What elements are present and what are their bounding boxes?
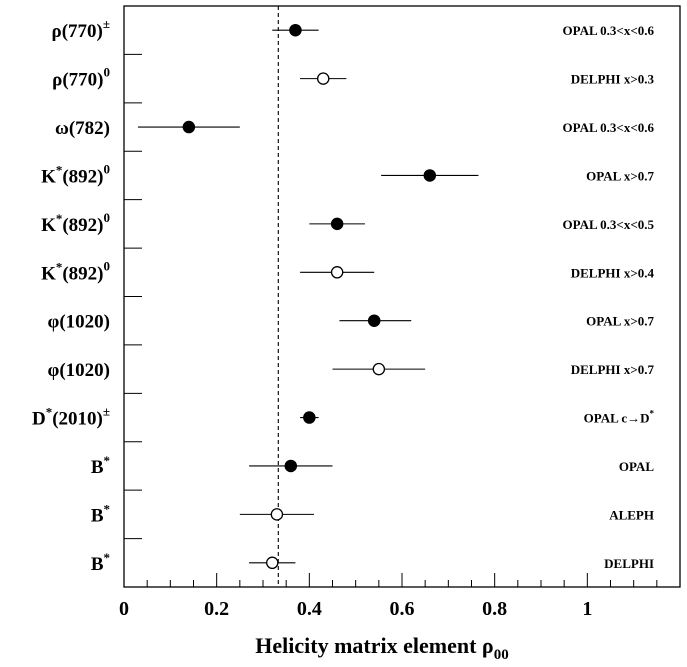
data-point-open bbox=[316, 72, 330, 85]
experiment-label: ALEPH bbox=[609, 507, 654, 522]
data-point-filled bbox=[367, 314, 381, 327]
data-point-open bbox=[266, 556, 279, 570]
data-point-filled bbox=[284, 459, 298, 473]
x-tick-label: 0.4 bbox=[297, 598, 322, 620]
particle-label: D*(2010)± bbox=[32, 404, 110, 430]
experiment-label: DELPHI x>0.4 bbox=[571, 265, 655, 280]
particle-label: K*(892)0 bbox=[41, 258, 110, 284]
experiment-label: DELPHI x>0.3 bbox=[571, 72, 655, 87]
experiment-label: OPAL 0.3<x<0.6 bbox=[563, 120, 655, 135]
data-point-filled bbox=[423, 169, 437, 182]
data-point-open bbox=[270, 508, 284, 521]
x-tick-label: 0.2 bbox=[204, 598, 229, 620]
data-point-open bbox=[372, 362, 386, 376]
particle-label: ρ(770)± bbox=[52, 16, 110, 42]
data-point-filled bbox=[289, 23, 302, 37]
experiment-label: OPAL 0.3<x<0.5 bbox=[563, 217, 655, 232]
data-point-filled bbox=[303, 411, 316, 424]
data-point-open bbox=[330, 266, 344, 279]
experiment-label: OPAL x>0.7 bbox=[586, 314, 654, 329]
x-tick-label: 0.6 bbox=[390, 598, 415, 620]
particle-label: φ(1020) bbox=[47, 360, 110, 381]
experiment-label: OPAL c→D* bbox=[584, 409, 655, 426]
x-tick-label: 0 bbox=[119, 598, 129, 620]
x-tick-label: 0.8 bbox=[482, 598, 507, 620]
experiment-label: DELPHI x>0.7 bbox=[571, 362, 655, 377]
particle-label: φ(1020) bbox=[47, 312, 110, 333]
x-axis-title: Helicity matrix element ρ00 bbox=[255, 633, 508, 662]
particle-label: B* bbox=[91, 501, 110, 526]
particle-label: K*(892)0 bbox=[41, 161, 110, 187]
experiment-label: OPAL x>0.7 bbox=[586, 168, 654, 183]
experiment-label: DELPHI bbox=[604, 556, 654, 571]
experiment-label: OPAL bbox=[619, 459, 654, 474]
particle-label: B* bbox=[91, 550, 110, 575]
particle-label: ω(782) bbox=[55, 118, 110, 139]
plot-frame bbox=[123, 5, 681, 588]
particle-label: ρ(770)0 bbox=[52, 65, 110, 91]
data-point-filled bbox=[182, 120, 196, 134]
data-point-filled bbox=[330, 217, 344, 231]
particle-label: B* bbox=[91, 453, 110, 478]
experiment-label: OPAL 0.3<x<0.6 bbox=[563, 23, 655, 38]
particle-label: K*(892)0 bbox=[41, 210, 110, 236]
x-tick-label: 1 bbox=[582, 598, 592, 620]
